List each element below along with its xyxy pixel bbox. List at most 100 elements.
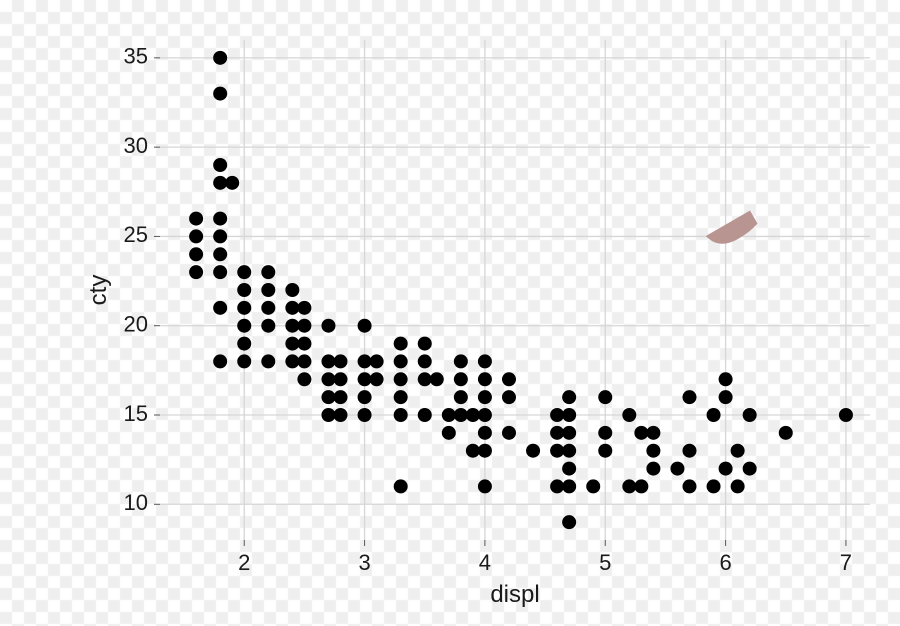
point bbox=[285, 354, 299, 368]
point bbox=[394, 479, 408, 493]
point bbox=[189, 212, 203, 226]
scatter-points bbox=[189, 51, 853, 529]
x-tick-label: 2 bbox=[238, 550, 250, 575]
point bbox=[213, 212, 227, 226]
point bbox=[237, 301, 251, 315]
point bbox=[502, 372, 516, 386]
point bbox=[321, 390, 335, 404]
point bbox=[189, 229, 203, 243]
point bbox=[297, 337, 311, 351]
point bbox=[550, 479, 564, 493]
point bbox=[598, 390, 612, 404]
point bbox=[731, 444, 745, 458]
point bbox=[646, 462, 660, 476]
point bbox=[370, 354, 384, 368]
point bbox=[334, 372, 348, 386]
point bbox=[237, 319, 251, 333]
point bbox=[213, 51, 227, 65]
chart-stage: Draft234567101520253035displcty bbox=[0, 0, 900, 626]
point bbox=[478, 408, 492, 422]
point bbox=[261, 265, 275, 279]
point bbox=[466, 444, 480, 458]
y-tick-label: 20 bbox=[124, 312, 148, 337]
point bbox=[478, 479, 492, 493]
point bbox=[334, 408, 348, 422]
point bbox=[321, 372, 335, 386]
point bbox=[550, 426, 564, 440]
point bbox=[297, 319, 311, 333]
point bbox=[719, 390, 733, 404]
point bbox=[418, 408, 432, 422]
point bbox=[418, 372, 432, 386]
point bbox=[586, 479, 600, 493]
point bbox=[707, 408, 721, 422]
point bbox=[670, 462, 684, 476]
x-tick-label: 4 bbox=[479, 550, 491, 575]
point bbox=[213, 229, 227, 243]
point bbox=[358, 354, 372, 368]
point bbox=[237, 265, 251, 279]
x-tick-label: 6 bbox=[719, 550, 731, 575]
point bbox=[213, 265, 227, 279]
point bbox=[779, 426, 793, 440]
point bbox=[598, 426, 612, 440]
point bbox=[442, 426, 456, 440]
y-tick-label: 15 bbox=[124, 401, 148, 426]
point bbox=[261, 354, 275, 368]
point bbox=[430, 372, 444, 386]
point bbox=[358, 372, 372, 386]
y-axis-label: cty bbox=[85, 275, 112, 306]
point bbox=[454, 372, 468, 386]
point bbox=[285, 283, 299, 297]
point bbox=[321, 354, 335, 368]
point bbox=[297, 354, 311, 368]
point bbox=[562, 408, 576, 422]
point bbox=[550, 408, 564, 422]
point bbox=[682, 390, 696, 404]
point bbox=[707, 479, 721, 493]
axis-ticks: 234567101520253035 bbox=[124, 44, 853, 575]
point bbox=[478, 372, 492, 386]
point bbox=[622, 408, 636, 422]
point bbox=[285, 301, 299, 315]
point bbox=[418, 354, 432, 368]
watermark: Draft bbox=[229, 55, 784, 515]
point bbox=[189, 247, 203, 261]
point bbox=[442, 408, 456, 422]
point bbox=[334, 390, 348, 404]
point bbox=[598, 444, 612, 458]
point bbox=[213, 87, 227, 101]
y-tick-label: 35 bbox=[124, 44, 148, 69]
x-tick-label: 7 bbox=[840, 550, 852, 575]
point bbox=[454, 390, 468, 404]
point bbox=[394, 337, 408, 351]
point bbox=[682, 444, 696, 458]
point bbox=[562, 426, 576, 440]
point bbox=[225, 176, 239, 190]
svg-text:Draft: Draft bbox=[229, 55, 784, 515]
point bbox=[731, 479, 745, 493]
point bbox=[550, 444, 564, 458]
y-tick-label: 25 bbox=[124, 222, 148, 247]
point bbox=[394, 372, 408, 386]
point bbox=[502, 426, 516, 440]
point bbox=[261, 301, 275, 315]
y-tick-label: 10 bbox=[124, 490, 148, 515]
point bbox=[634, 426, 648, 440]
point bbox=[478, 426, 492, 440]
point bbox=[394, 390, 408, 404]
point bbox=[213, 354, 227, 368]
point bbox=[562, 390, 576, 404]
point bbox=[562, 515, 576, 529]
point bbox=[394, 354, 408, 368]
point bbox=[261, 283, 275, 297]
x-tick-label: 3 bbox=[358, 550, 370, 575]
point bbox=[454, 408, 468, 422]
point bbox=[418, 337, 432, 351]
point bbox=[622, 479, 636, 493]
point bbox=[743, 462, 757, 476]
point bbox=[237, 354, 251, 368]
point bbox=[839, 408, 853, 422]
point bbox=[297, 301, 311, 315]
point bbox=[370, 372, 384, 386]
